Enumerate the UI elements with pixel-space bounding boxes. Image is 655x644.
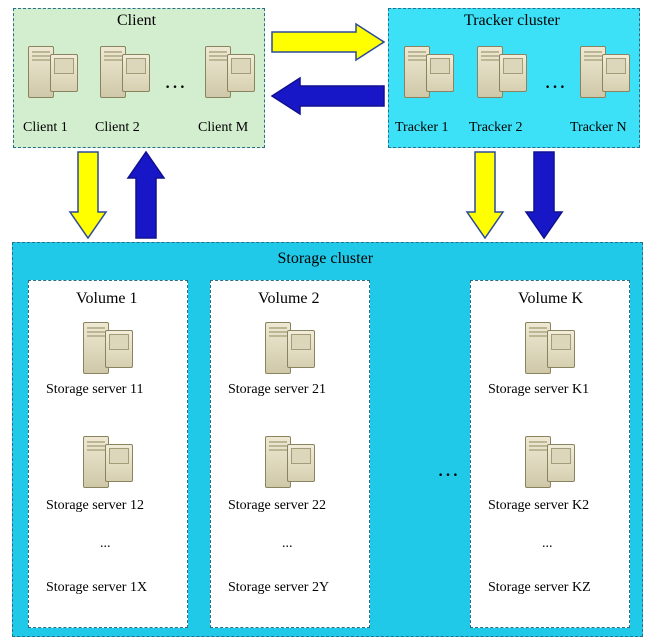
storage-server-last: Storage server 2Y <box>228 580 329 596</box>
tracker-label: Tracker N <box>570 120 627 136</box>
client-server-icon <box>205 42 255 98</box>
arrow-tracker-to-client <box>272 78 384 114</box>
storage-server-icon <box>83 432 133 488</box>
client-title: Client <box>117 12 156 30</box>
client-server-icon <box>28 42 78 98</box>
tracker-ellipsis: … <box>544 68 570 94</box>
client-label: Client M <box>198 120 248 136</box>
storage-server-icon <box>83 318 133 374</box>
client-ellipsis: … <box>164 68 190 94</box>
arrow-client-to-storage <box>70 152 106 238</box>
client-label: Client 1 <box>23 120 68 136</box>
storage-server-icon <box>265 432 315 488</box>
volume-more: ... <box>282 536 293 552</box>
storage-server-label: Storage server 22 <box>228 498 326 514</box>
storage-server-icon <box>265 318 315 374</box>
tracker-label: Tracker 1 <box>395 120 449 136</box>
storage-server-label: Storage server 12 <box>46 498 144 514</box>
volume-title: Volume 2 <box>258 290 319 308</box>
tracker-server-icon <box>580 42 630 98</box>
arrow-tracker-storage-blue <box>526 152 562 238</box>
storage-server-label: Storage server K2 <box>488 498 589 514</box>
storage-server-icon <box>525 318 575 374</box>
tracker-server-icon <box>404 42 454 98</box>
storage-server-last: Storage server KZ <box>488 580 591 596</box>
storage-server-label: Storage server 21 <box>228 382 326 398</box>
client-label: Client 2 <box>95 120 140 136</box>
volume-title: Volume 1 <box>76 290 137 308</box>
volume-title: Volume K <box>518 290 583 308</box>
client-server-icon <box>100 42 150 98</box>
storage-server-label: Storage server K1 <box>488 382 589 398</box>
tracker-label: Tracker 2 <box>469 120 523 136</box>
storage-server-icon <box>525 432 575 488</box>
arrow-tracker-storage-yellow <box>467 152 503 238</box>
storage-server-last: Storage server 1X <box>46 580 147 596</box>
storage-server-label: Storage server 11 <box>46 382 143 398</box>
arrow-client-to-tracker <box>272 24 384 60</box>
volume-more: ... <box>542 536 553 552</box>
storage-title: Storage cluster <box>278 250 374 268</box>
volume-more: ... <box>100 536 111 552</box>
diagram-root: Client Tracker cluster Storage cluster C… <box>0 0 655 644</box>
arrow-storage-to-client <box>128 152 164 238</box>
volumes-ellipsis: … <box>437 456 463 482</box>
tracker-server-icon <box>477 42 527 98</box>
tracker-title: Tracker cluster <box>464 12 560 30</box>
